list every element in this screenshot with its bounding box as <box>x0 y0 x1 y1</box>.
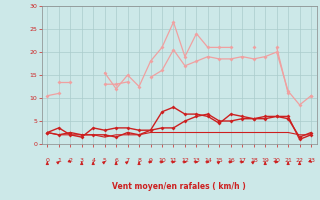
X-axis label: Vent moyen/en rafales ( km/h ): Vent moyen/en rafales ( km/h ) <box>112 182 246 191</box>
